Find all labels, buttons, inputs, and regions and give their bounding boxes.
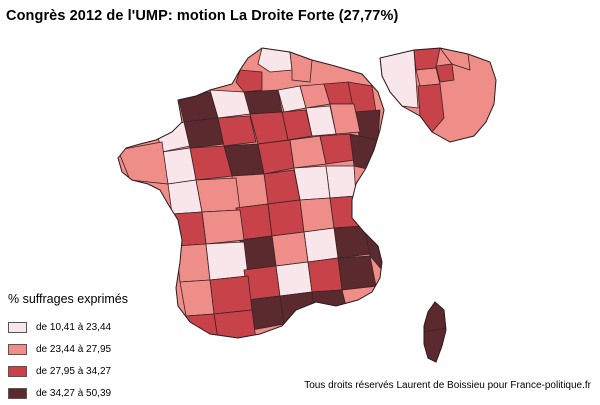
department-region xyxy=(183,117,225,149)
legend-item: de 34,27 à 50,39 xyxy=(8,383,188,404)
legend-label: de 27,95 à 34,27 xyxy=(36,366,112,377)
department-region xyxy=(417,83,445,133)
department-region xyxy=(201,209,245,245)
legend-swatch xyxy=(8,344,27,355)
department-region xyxy=(279,291,317,325)
department-region xyxy=(257,139,295,175)
legend-swatch xyxy=(8,322,27,333)
department-region xyxy=(307,257,343,293)
legend-item: de 23,44 à 27,95 xyxy=(8,339,188,360)
department-region xyxy=(333,225,371,259)
legend-label: de 10,41 à 23,44 xyxy=(36,322,112,333)
legend-label: de 23,44 à 27,95 xyxy=(36,344,112,355)
legend-item: de 10,41 à 23,44 xyxy=(8,317,188,338)
department-region xyxy=(415,67,441,87)
legend-label: de 34,27 à 50,39 xyxy=(36,388,112,399)
department-region xyxy=(293,165,331,201)
department-region xyxy=(435,63,455,83)
corsica xyxy=(424,302,446,362)
legend-swatch xyxy=(8,388,27,399)
department-region xyxy=(267,199,305,237)
department-region xyxy=(185,313,219,338)
legend-swatch xyxy=(8,366,27,377)
map-title: Congrès 2012 de l'UMP: motion La Droite … xyxy=(6,8,399,24)
department-region xyxy=(217,115,257,147)
department-region xyxy=(424,302,446,362)
department-region xyxy=(319,133,355,165)
legend-title: % suffrages exprimés xyxy=(8,292,128,306)
department-region xyxy=(189,145,233,181)
paris-region-outline xyxy=(379,47,497,143)
department-region xyxy=(424,327,446,333)
department-region xyxy=(380,49,419,109)
department-region xyxy=(195,177,241,213)
department-region xyxy=(275,261,313,297)
department-region xyxy=(337,255,377,291)
legend-item: de 27,95 à 34,27 xyxy=(8,361,188,382)
paris-region-inset xyxy=(380,48,496,142)
department-region xyxy=(329,195,363,229)
legend: % suffrages exprimés de 10,41 à 23,44 de… xyxy=(8,292,188,405)
france-outline xyxy=(117,47,385,339)
department-region xyxy=(235,69,263,93)
department-region xyxy=(171,211,207,247)
department-region xyxy=(263,169,301,205)
department-region xyxy=(299,197,335,233)
department-region xyxy=(289,135,327,169)
department-region xyxy=(303,227,339,263)
department-region xyxy=(209,275,253,315)
department-region xyxy=(243,89,283,115)
credit-text: Tous droits réservés Laurent de Boissieu… xyxy=(304,380,591,391)
department-region xyxy=(325,165,357,199)
department-region xyxy=(205,241,249,281)
corsica-outline xyxy=(423,301,447,363)
department-region xyxy=(271,231,309,267)
department-region xyxy=(349,133,379,171)
